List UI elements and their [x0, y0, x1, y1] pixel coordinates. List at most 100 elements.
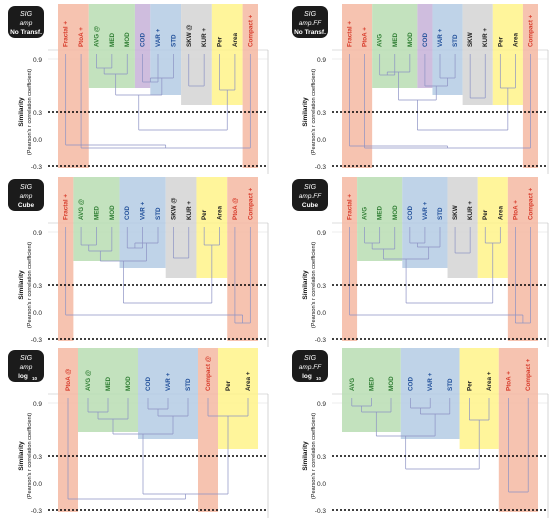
y-axis-title: Similarity [302, 441, 309, 471]
leaf-label: Compact + [527, 14, 534, 47]
leaf-label: PtoA + [362, 27, 369, 47]
y-tick-label: 0.3 [33, 110, 42, 117]
badge-measure-label: amp [20, 20, 33, 27]
dendrogram-panel: Fractal + PtoA + AVG MED MOD COD VAR + STD SKW KU… [332, 4, 549, 174]
panel-badge: SIG amp Cube [8, 179, 44, 211]
dendrogram-panel: Fractal + PtoA + AVG @ MED MOD COD VAR + STD SKW… [48, 4, 269, 174]
leaf-label: MED [392, 33, 399, 47]
leaf-label: MOD [125, 376, 132, 391]
badge-signal-label: SIG [20, 355, 33, 362]
badge-background [292, 179, 328, 211]
y-tick-label: -0.3 [315, 164, 327, 171]
leaf-label: Compact + [527, 187, 534, 220]
leaf-label: VAR + [427, 372, 434, 391]
leaf-label: SKW @ [170, 197, 177, 220]
leaf-label: STD [155, 207, 162, 220]
group-band [218, 348, 258, 449]
y-tick-label: 0.9 [317, 57, 326, 64]
y-tick-label: 0.9 [317, 230, 326, 237]
leaf-label: KUR + [467, 201, 474, 220]
y-tick-label: 0.3 [33, 283, 42, 290]
badge-signal-label: SIG [304, 184, 317, 191]
panel-badge: SIG amp log 10 [8, 350, 44, 382]
leaf-label: Area [512, 33, 519, 47]
y-tick-label: -0.3 [31, 337, 43, 344]
badge-measure-label: amp.FF [299, 20, 322, 27]
dendrogram-panel: Fractal + AVG @ MED MOD COD VAR + STD SKW @ KUR … [48, 177, 269, 347]
badge-transform-label: No Transf. [10, 29, 42, 36]
badge-transform-label: Cube [18, 202, 35, 209]
y-axis-subtitle: (Pearson's r correlation coefficient) [27, 413, 33, 499]
leaf-label: MOD [109, 205, 116, 220]
y-tick-label: 0.0 [317, 137, 326, 144]
y-tick-label: -0.3 [315, 337, 327, 344]
leaf-label: Fractal + [347, 21, 354, 47]
y-axis-subtitle: (Pearson's r correlation coefficient) [311, 242, 317, 328]
dendrogram-panel: Fractal + AVG MED MOD COD VAR + STD SKW KUR + Per… [332, 177, 549, 347]
leaf-label: SKW @ [186, 24, 193, 47]
y-tick-label: 0.0 [317, 310, 326, 317]
leaf-label: MOD [392, 205, 399, 220]
leaf-label: Fractal + [63, 21, 70, 47]
badge-signal-label: SIG [304, 355, 317, 362]
leaf-label: MOD [388, 376, 395, 391]
y-tick-label: 0.3 [33, 454, 42, 461]
leaf-label: Area [497, 206, 504, 220]
group-band [198, 348, 218, 512]
badge-transform-label: log [18, 373, 28, 380]
group-band [417, 4, 433, 88]
y-axis-subtitle: (Pearson's r correlation coefficient) [27, 242, 33, 328]
group-band [165, 177, 197, 278]
badge-signal-label: SIG [20, 184, 33, 191]
y-axis-subtitle: (Pearson's r correlation coefficient) [311, 413, 317, 499]
leaf-label: Compact + [525, 358, 532, 391]
y-tick-label: 0.3 [317, 454, 326, 461]
y-axis-title: Similarity [18, 97, 25, 127]
group-band [342, 4, 373, 168]
dendrogram-panel: PtoA @ AVG @ MED MOD COD VAR + STD Compact @ Per… [48, 348, 269, 518]
y-tick-label: 0.9 [317, 401, 326, 408]
y-axis-title: Similarity [302, 270, 309, 300]
group-band [447, 177, 478, 278]
badge-transform-label: Cube [302, 202, 319, 209]
leaf-label: Compact @ [205, 356, 212, 391]
y-tick-label: 0.0 [33, 310, 42, 317]
leaf-label: Compact + [247, 187, 254, 220]
badge-measure-label: amp.FF [299, 364, 322, 371]
leaf-label: VAR + [155, 28, 162, 47]
badge-signal-label: SIG [20, 11, 33, 18]
y-tick-label: 0.9 [33, 57, 42, 64]
panel-badge: SIG amp No Transf. [8, 6, 44, 38]
leaf-label: VAR + [437, 28, 444, 47]
panel-badge: SIG amp.FF Cube [292, 179, 328, 211]
y-axis-title: Similarity [18, 441, 25, 471]
leaf-label: Area [232, 33, 239, 47]
y-axis-subtitle: (Pearson's r correlation coefficient) [311, 69, 317, 155]
leaf-label: STD [452, 34, 459, 47]
y-axis-title: Similarity [18, 270, 25, 300]
leaf-label: STD [185, 378, 192, 391]
leaf-label: VAR + [422, 201, 429, 220]
leaf-label: AVG [349, 378, 356, 391]
badge-measure-label: amp [20, 364, 33, 371]
group-band [138, 348, 198, 439]
leaf-label: MOD [407, 32, 414, 47]
leaf-label: MED [377, 206, 384, 220]
leaf-label: AVG [362, 207, 369, 220]
group-band [58, 4, 89, 168]
badge-background [8, 6, 44, 38]
leaf-label: PtoA + [512, 200, 519, 220]
y-tick-label: 0.0 [317, 481, 326, 488]
leaf-label: Fractal + [347, 194, 354, 220]
group-band [119, 177, 166, 268]
leaf-label: AVG @ [85, 370, 92, 391]
badge-background [8, 179, 44, 211]
group-band [498, 348, 538, 512]
group-band [150, 4, 182, 95]
leaf-label: STD [447, 378, 454, 391]
leaf-label: STD [437, 207, 444, 220]
leaf-label: COD [408, 377, 415, 391]
badge-transform-label: No Transf. [294, 29, 326, 36]
badge-measure-label: amp.FF [299, 193, 322, 200]
